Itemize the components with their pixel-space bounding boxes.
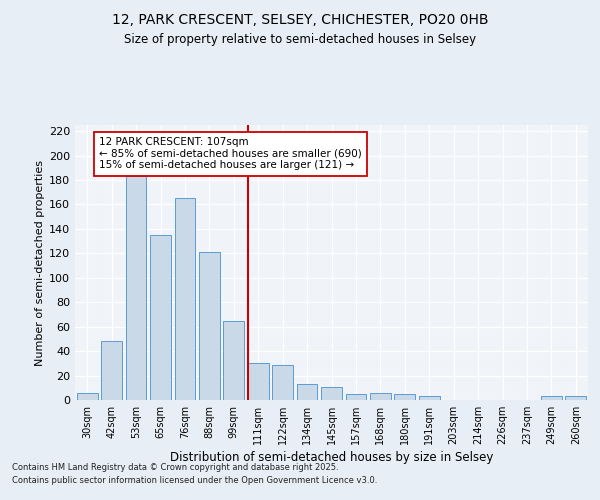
Text: 12, PARK CRESCENT, SELSEY, CHICHESTER, PO20 0HB: 12, PARK CRESCENT, SELSEY, CHICHESTER, P… [112,12,488,26]
Bar [419,396,440,400]
Bar [248,364,269,400]
Bar [272,364,293,400]
Bar [223,320,244,400]
Bar [175,198,196,400]
Bar [101,342,122,400]
Bar [565,396,586,400]
Bar [321,386,342,400]
Text: Contains public sector information licensed under the Open Government Licence v3: Contains public sector information licen… [12,476,377,485]
Bar [296,384,317,400]
Bar [346,394,367,400]
Y-axis label: Number of semi-detached properties: Number of semi-detached properties [35,160,45,366]
Text: Size of property relative to semi-detached houses in Selsey: Size of property relative to semi-detach… [124,32,476,46]
Bar [394,394,415,400]
Bar [370,392,391,400]
Bar [77,392,98,400]
Bar [199,252,220,400]
Bar [541,396,562,400]
Bar [125,176,146,400]
Text: 12 PARK CRESCENT: 107sqm
← 85% of semi-detached houses are smaller (690)
15% of : 12 PARK CRESCENT: 107sqm ← 85% of semi-d… [100,137,362,170]
X-axis label: Distribution of semi-detached houses by size in Selsey: Distribution of semi-detached houses by … [170,451,493,464]
Text: Contains HM Land Registry data © Crown copyright and database right 2025.: Contains HM Land Registry data © Crown c… [12,462,338,471]
Bar [150,235,171,400]
